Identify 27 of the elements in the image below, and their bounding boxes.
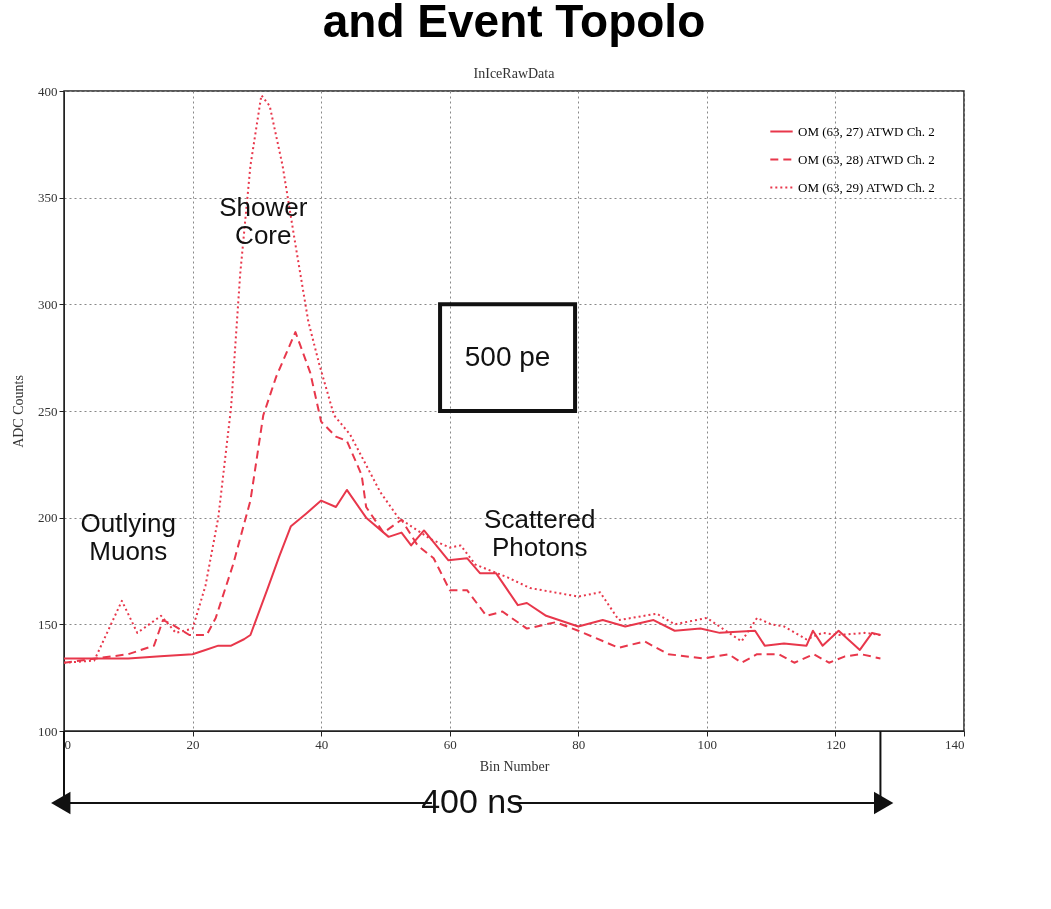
y-tick-label: 200 bbox=[38, 510, 58, 526]
y-tick-label: 100 bbox=[38, 723, 58, 739]
y-tick-label: 150 bbox=[38, 616, 58, 632]
annotation: Outlying Muons bbox=[80, 508, 176, 567]
legend-label: OM (63, 29) ATWD Ch. 2 bbox=[798, 179, 935, 195]
x-tick-label: 140 bbox=[945, 736, 965, 752]
text: and Event Topolo bbox=[322, 0, 706, 47]
legend-label: OM (63, 28) ATWD Ch. 2 bbox=[798, 151, 935, 167]
y-axis-title: ADC Counts bbox=[11, 375, 26, 448]
text: 400 ns bbox=[421, 782, 524, 820]
y-tick-label: 250 bbox=[38, 403, 58, 419]
x-tick-label: 100 bbox=[697, 736, 718, 752]
y-tick-label: 300 bbox=[38, 296, 58, 312]
annotation: Shower Core bbox=[219, 192, 308, 251]
y-tick-label: 400 bbox=[38, 83, 58, 99]
y-tick-label: 350 bbox=[38, 190, 58, 206]
legend-label: OM (63, 27) ATWD Ch. 2 bbox=[798, 123, 935, 139]
x-tick-label: 40 bbox=[315, 736, 329, 752]
annotation: Scattered Photons bbox=[484, 503, 596, 562]
x-tick-label: 60 bbox=[443, 736, 457, 752]
chart-title: InIceRawData bbox=[473, 66, 556, 81]
x-tick-label: 80 bbox=[572, 736, 586, 752]
x-tick-label: 0 bbox=[64, 736, 71, 752]
x-tick-label: 120 bbox=[826, 736, 846, 752]
x-tick-label: 20 bbox=[186, 736, 200, 752]
annotation: 500 pe bbox=[464, 340, 551, 372]
x-axis-title: Bin Number bbox=[479, 758, 550, 774]
